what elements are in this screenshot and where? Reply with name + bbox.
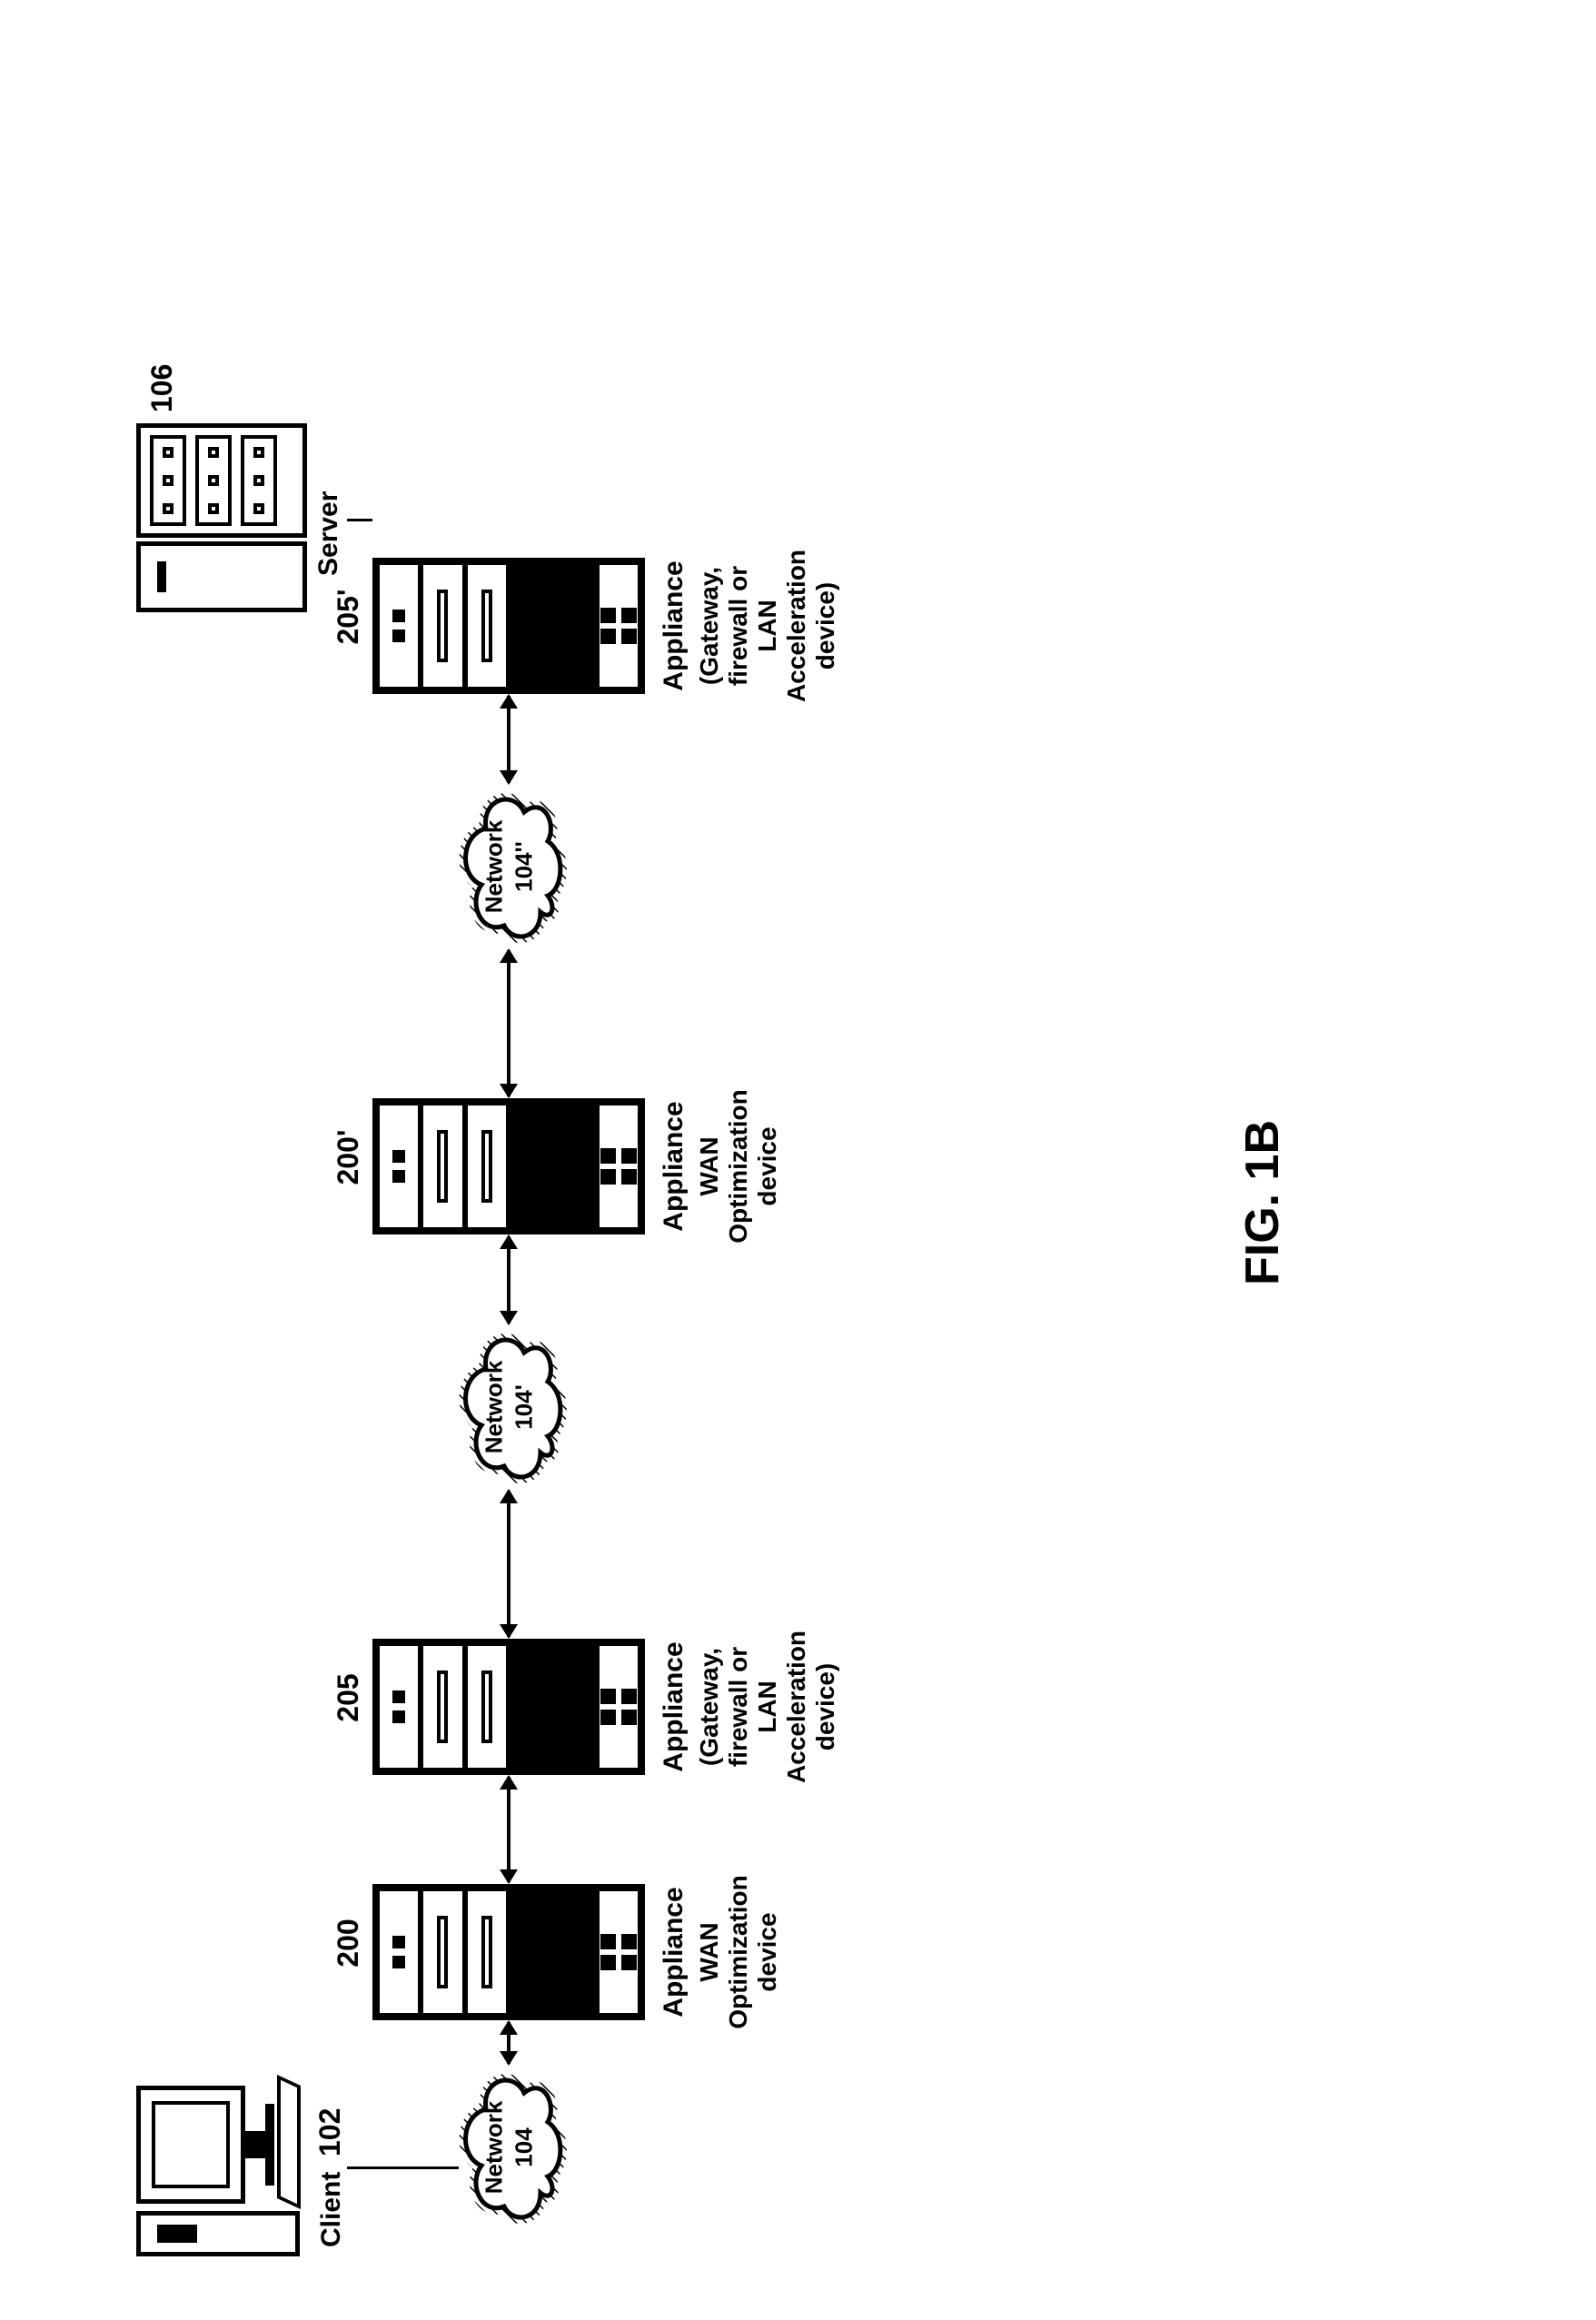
appliance-ref-200: 200 — [332, 1875, 365, 2011]
appliance-205' — [372, 558, 645, 694]
appliance-sub-200: WAN Optimization device — [695, 1843, 782, 2061]
network-cloud-104: Network104 — [450, 2066, 568, 2229]
appliance-ref-200': 200' — [332, 1089, 365, 1225]
appliance-label-205: Appliance — [659, 1611, 689, 1802]
appliance-sub-200': WAN Optimization device — [695, 1057, 782, 1275]
appliance-205 — [372, 1639, 645, 1775]
cloud-ref: 104'' — [510, 841, 537, 892]
arrow-net3-a4 — [507, 696, 511, 783]
arrow-a3-net3 — [507, 950, 511, 1096]
cloud-ref: 104' — [510, 1384, 537, 1430]
appliance-label-200': Appliance — [659, 1071, 689, 1262]
server-wire — [347, 519, 372, 521]
server-ref: 106 — [145, 303, 179, 412]
cloud-label: Network — [481, 2101, 508, 2195]
client-computer — [136, 2084, 318, 2256]
server-label: Server — [313, 303, 344, 576]
client-ref: 102 — [313, 2108, 346, 2156]
arrow-net2-a3 — [507, 1236, 511, 1324]
figure-title: FIG. 1B — [1235, 976, 1290, 1430]
client-label-text: Client — [316, 2172, 346, 2247]
appliance-sub-205: (Gateway, firewall or LAN Acceleration d… — [695, 1598, 840, 1816]
client-wire — [347, 2166, 459, 2169]
network-cloud-104': Network104' — [450, 1325, 568, 1489]
server-computer — [136, 421, 318, 612]
appliance-label-205': Appliance — [659, 530, 689, 721]
appliance-ref-205: 205 — [332, 1630, 365, 1766]
appliance-sub-205': (Gateway, firewall or LAN Acceleration d… — [695, 517, 840, 735]
network-cloud-104'': Network104'' — [450, 785, 568, 948]
arrow-a2-net2 — [507, 1491, 511, 1637]
cloud-ref: 104 — [510, 2127, 537, 2166]
arrow-net1-a1 — [507, 2022, 511, 2064]
appliance-200' — [372, 1098, 645, 1234]
cloud-label: Network — [481, 820, 508, 914]
appliance-200 — [372, 1884, 645, 2020]
appliance-ref-205': 205' — [332, 549, 365, 685]
client-label: Client 102 — [313, 2020, 347, 2247]
cloud-label: Network — [481, 1361, 508, 1454]
appliance-label-200: Appliance — [659, 1857, 689, 2047]
arrow-a1-a2 — [507, 1777, 511, 1882]
